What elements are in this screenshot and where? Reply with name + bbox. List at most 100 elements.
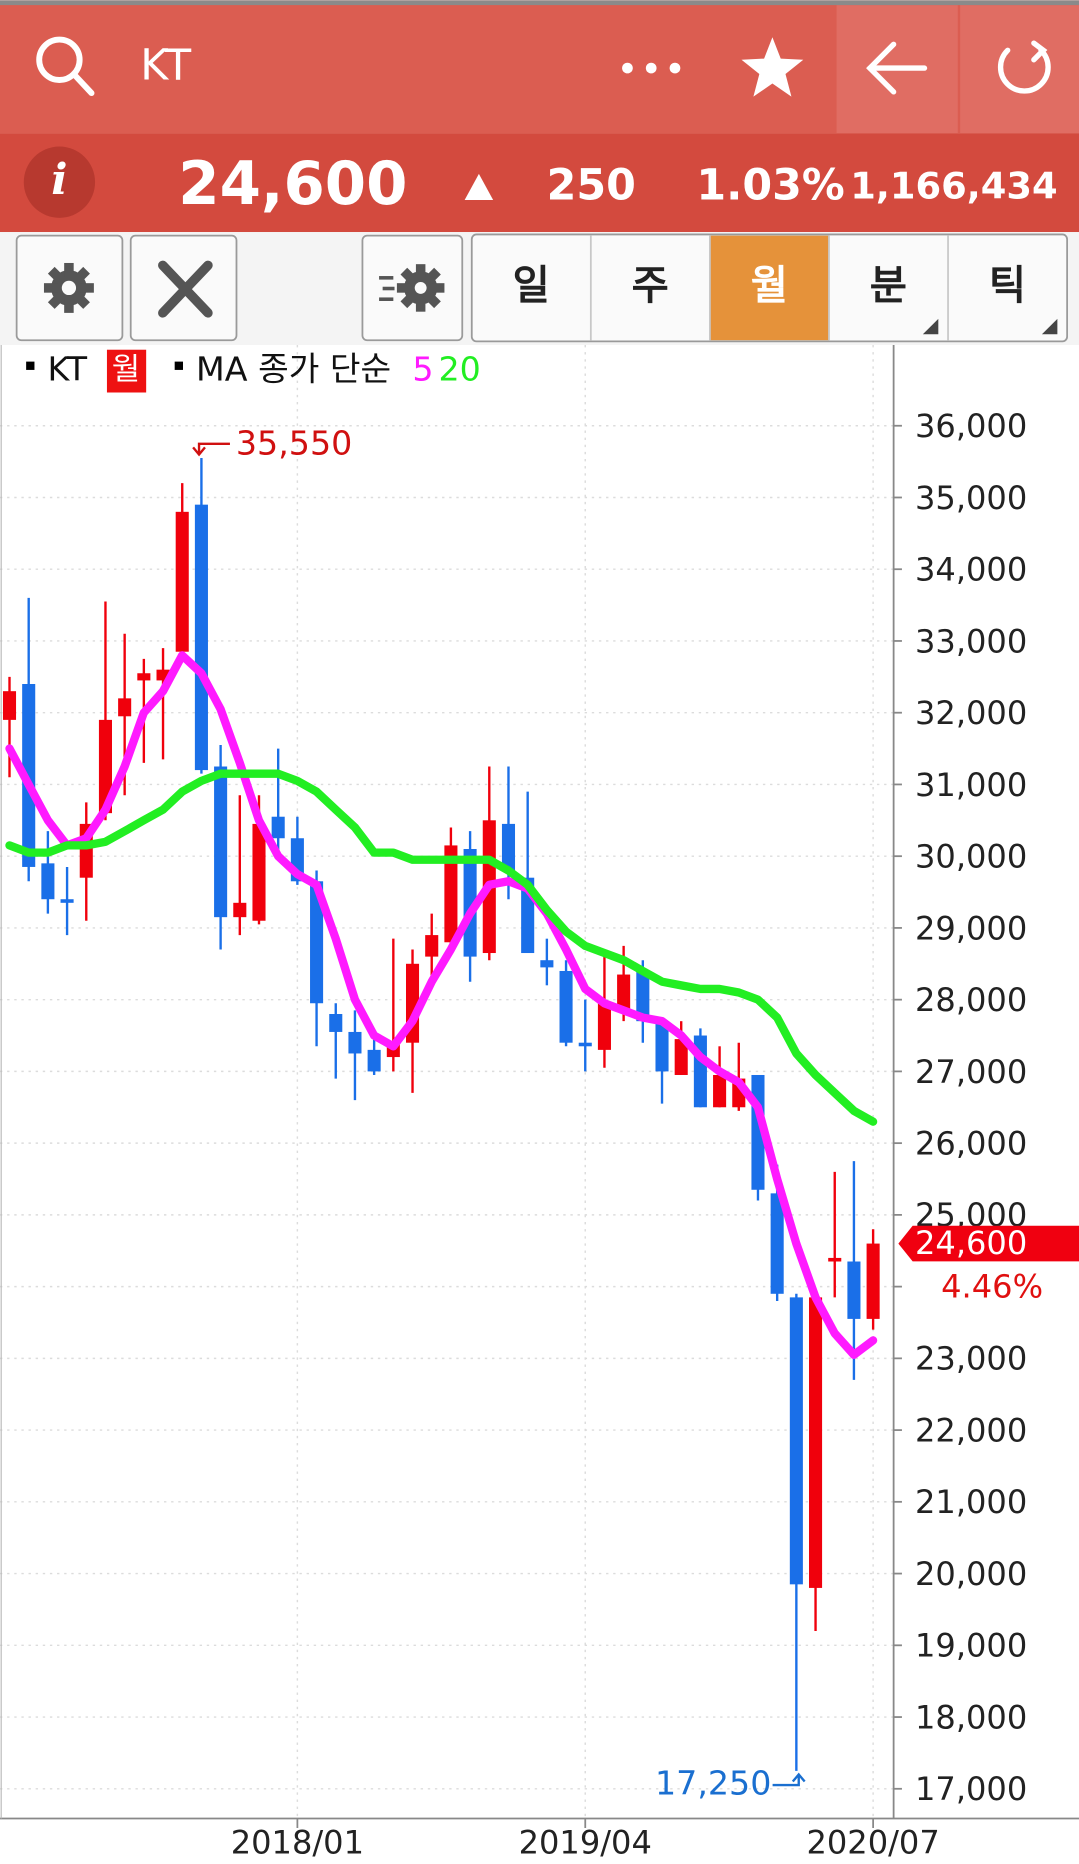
candle-body xyxy=(636,970,650,1022)
y-tick-label: 18,000 xyxy=(915,1698,1027,1736)
y-tick-label: 19,000 xyxy=(915,1627,1027,1665)
plot: 17,000 18,000 19,000 20,000 21,000 22,000 23,0… xyxy=(0,344,1079,1862)
volume: 1,166,434 xyxy=(850,165,1057,208)
candle-body xyxy=(2,691,17,720)
candle-body xyxy=(214,766,228,918)
current-price: 24,600 xyxy=(178,150,407,219)
legend-period: 월 xyxy=(112,352,140,388)
candle-body xyxy=(597,1003,611,1050)
candle-body xyxy=(559,970,573,1043)
stock-name: KT xyxy=(140,41,192,91)
last-price-tag xyxy=(898,1225,1079,1262)
status-edge xyxy=(0,0,1079,6)
back-icon[interactable] xyxy=(866,41,928,95)
tab-label: 주 xyxy=(632,261,669,309)
tab-label: 분 xyxy=(870,261,907,309)
candle-body xyxy=(444,845,458,943)
candle-body xyxy=(463,849,477,957)
y-tick-label: 30,000 xyxy=(915,838,1027,876)
candle-body xyxy=(118,698,132,717)
info-button[interactable] xyxy=(23,146,96,218)
candle-body xyxy=(866,1243,880,1319)
candle-body xyxy=(60,899,74,903)
tab-corner xyxy=(1041,318,1058,335)
high-arrow-head xyxy=(192,446,206,457)
tab-label: 틱 xyxy=(989,261,1026,309)
y-tick-label: 35,000 xyxy=(915,479,1027,517)
y-tick-label: 22,000 xyxy=(915,1411,1027,1449)
candle-body xyxy=(617,974,631,1011)
legend-marker xyxy=(174,361,184,370)
candle-body xyxy=(367,1049,381,1072)
legend-period-badge xyxy=(106,349,147,393)
y-tick-label: 34,000 xyxy=(915,551,1027,589)
gear-icon xyxy=(43,262,94,313)
favorite-icon[interactable] xyxy=(741,37,804,97)
candle-body xyxy=(137,673,151,681)
change-label-bg xyxy=(905,1269,1049,1306)
candle-body xyxy=(233,902,247,918)
x-tick-label: 2019/04 xyxy=(519,1824,652,1862)
candle-body xyxy=(809,1297,823,1588)
legend-marker xyxy=(26,361,35,370)
candle-body xyxy=(655,1021,669,1072)
candle-body xyxy=(348,1031,362,1054)
y-tick-label: 31,000 xyxy=(915,766,1027,804)
y-tick-label: 26,000 xyxy=(915,1125,1027,1163)
x-tick-label: 2020/07 xyxy=(806,1824,939,1862)
candle-body xyxy=(713,1074,727,1108)
candle-body xyxy=(41,863,55,900)
up-arrow xyxy=(464,173,494,200)
y-tick-label: 27,000 xyxy=(915,1053,1027,1091)
candle-body xyxy=(194,504,208,771)
ma-line xyxy=(5,651,878,1359)
candle-body xyxy=(789,1297,803,1585)
last-change-label: 4.46% xyxy=(941,1268,1043,1306)
candle-body xyxy=(847,1261,861,1319)
candle-body xyxy=(329,1014,343,1032)
price-bar xyxy=(0,133,1079,233)
high-arrow xyxy=(197,442,230,454)
tab-label: 일 xyxy=(513,261,550,309)
low-label: 17,250 xyxy=(655,1764,771,1803)
y-tick-label: 29,000 xyxy=(915,909,1027,947)
ma-line xyxy=(5,769,878,1126)
y-tick-label: 33,000 xyxy=(915,622,1027,660)
candle-body xyxy=(425,935,439,957)
y-tick-label: 32,000 xyxy=(915,694,1027,732)
change-percent: 1.03% xyxy=(696,161,844,211)
legend-ma5: 5 xyxy=(412,350,433,389)
tab-corner xyxy=(922,318,939,335)
tab-label: 월 xyxy=(751,261,788,309)
candle-body xyxy=(674,1039,688,1075)
candle-body xyxy=(271,816,285,839)
tab[interactable] xyxy=(710,235,829,341)
candle-body xyxy=(828,1257,842,1262)
candle-body xyxy=(310,881,324,1004)
x-tick-label: 2018/01 xyxy=(231,1824,364,1862)
candle-body xyxy=(540,960,554,968)
legend-stock: KT xyxy=(48,350,88,389)
info-icon: i xyxy=(51,155,67,205)
candle-body xyxy=(156,669,170,681)
refresh-button[interactable] xyxy=(960,5,1079,134)
tools-icon xyxy=(158,260,213,318)
low-arrow-head xyxy=(791,1772,806,1783)
y-tick-label: 20,000 xyxy=(915,1555,1027,1593)
candle-body xyxy=(501,823,516,871)
candle-body xyxy=(770,1193,784,1294)
candle-body xyxy=(175,511,189,652)
more-icon[interactable] xyxy=(622,62,681,74)
price-change: 250 xyxy=(547,161,636,211)
last-price-label: 24,600 xyxy=(915,1224,1027,1262)
refresh-icon[interactable] xyxy=(997,40,1051,94)
y-tick-label: 28,000 xyxy=(915,981,1027,1019)
search-icon[interactable] xyxy=(36,36,95,97)
low-arrow xyxy=(772,1775,800,1787)
y-tick-label: 23,000 xyxy=(915,1340,1027,1378)
high-label: 35,550 xyxy=(236,423,352,462)
y-tick-label: 17,000 xyxy=(915,1770,1027,1808)
y-tick-label: 21,000 xyxy=(915,1483,1027,1521)
